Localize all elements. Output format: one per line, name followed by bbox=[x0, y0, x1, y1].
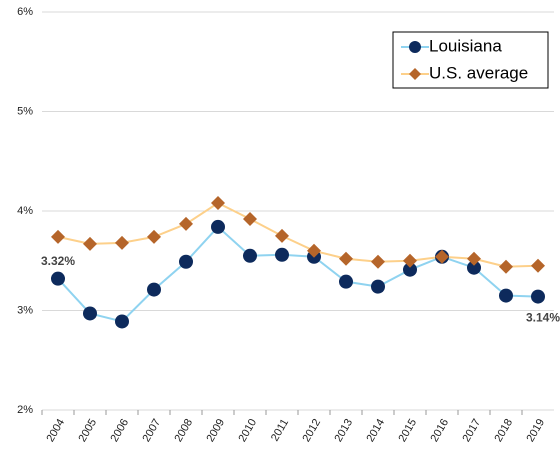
series-line bbox=[57, 201, 539, 268]
x-tick-label: 2004 bbox=[44, 417, 67, 444]
marker bbox=[403, 262, 417, 277]
marker bbox=[211, 219, 225, 234]
marker bbox=[499, 259, 513, 274]
marker bbox=[531, 289, 545, 304]
y-tick-label: 6% bbox=[17, 6, 33, 18]
marker bbox=[83, 306, 97, 321]
x-tick-label: 2009 bbox=[204, 417, 227, 444]
marker bbox=[531, 258, 545, 273]
marker bbox=[467, 251, 481, 266]
marker bbox=[179, 216, 193, 231]
legend-marker bbox=[409, 68, 421, 80]
marker bbox=[403, 253, 417, 268]
marker bbox=[499, 288, 513, 303]
marker bbox=[339, 274, 353, 289]
marker bbox=[51, 271, 65, 286]
marker bbox=[51, 229, 65, 244]
x-tick-label: 2008 bbox=[172, 417, 195, 444]
x-tick-label: 2012 bbox=[300, 417, 323, 444]
data-label: 3.32% bbox=[41, 254, 75, 268]
marker bbox=[371, 279, 385, 294]
marker bbox=[243, 248, 257, 263]
x-tick-label: 2010 bbox=[236, 417, 259, 444]
data-label: 3.14% bbox=[526, 311, 560, 325]
x-tick-label: 2015 bbox=[396, 417, 419, 444]
marker bbox=[147, 282, 161, 297]
x-tick-label: 2005 bbox=[76, 417, 99, 444]
marker bbox=[179, 254, 193, 269]
marker bbox=[339, 251, 353, 266]
marker bbox=[115, 314, 129, 329]
x-tick-label: 2014 bbox=[364, 417, 387, 444]
marker bbox=[211, 196, 225, 211]
x-tick-label: 2007 bbox=[140, 417, 163, 444]
series-line bbox=[57, 225, 539, 323]
y-tick-label: 3% bbox=[17, 304, 33, 316]
legend-label: U.S. average bbox=[429, 63, 528, 82]
marker bbox=[307, 243, 321, 258]
x-tick-label: 2013 bbox=[332, 417, 355, 444]
marker bbox=[243, 211, 257, 226]
marker bbox=[147, 229, 161, 244]
x-tick-label: 2011 bbox=[269, 417, 291, 443]
marker bbox=[467, 260, 481, 275]
marker bbox=[83, 236, 97, 251]
legend-marker bbox=[409, 41, 421, 53]
x-tick-label: 2016 bbox=[428, 417, 451, 444]
x-tick-label: 2006 bbox=[108, 417, 131, 444]
marker bbox=[275, 247, 289, 262]
y-tick-label: 2% bbox=[17, 404, 33, 416]
marker bbox=[371, 254, 385, 269]
x-tick-label: 2017 bbox=[460, 417, 483, 444]
marker bbox=[115, 235, 129, 250]
y-tick-label: 5% bbox=[17, 105, 33, 117]
marker bbox=[275, 228, 289, 243]
x-tick-label: 2018 bbox=[492, 417, 515, 444]
legend-box bbox=[392, 31, 549, 89]
x-tick-label: 2019 bbox=[524, 417, 547, 444]
y-tick-label: 4% bbox=[17, 205, 33, 217]
marker bbox=[435, 249, 449, 264]
legend-label: Louisiana bbox=[429, 36, 502, 55]
